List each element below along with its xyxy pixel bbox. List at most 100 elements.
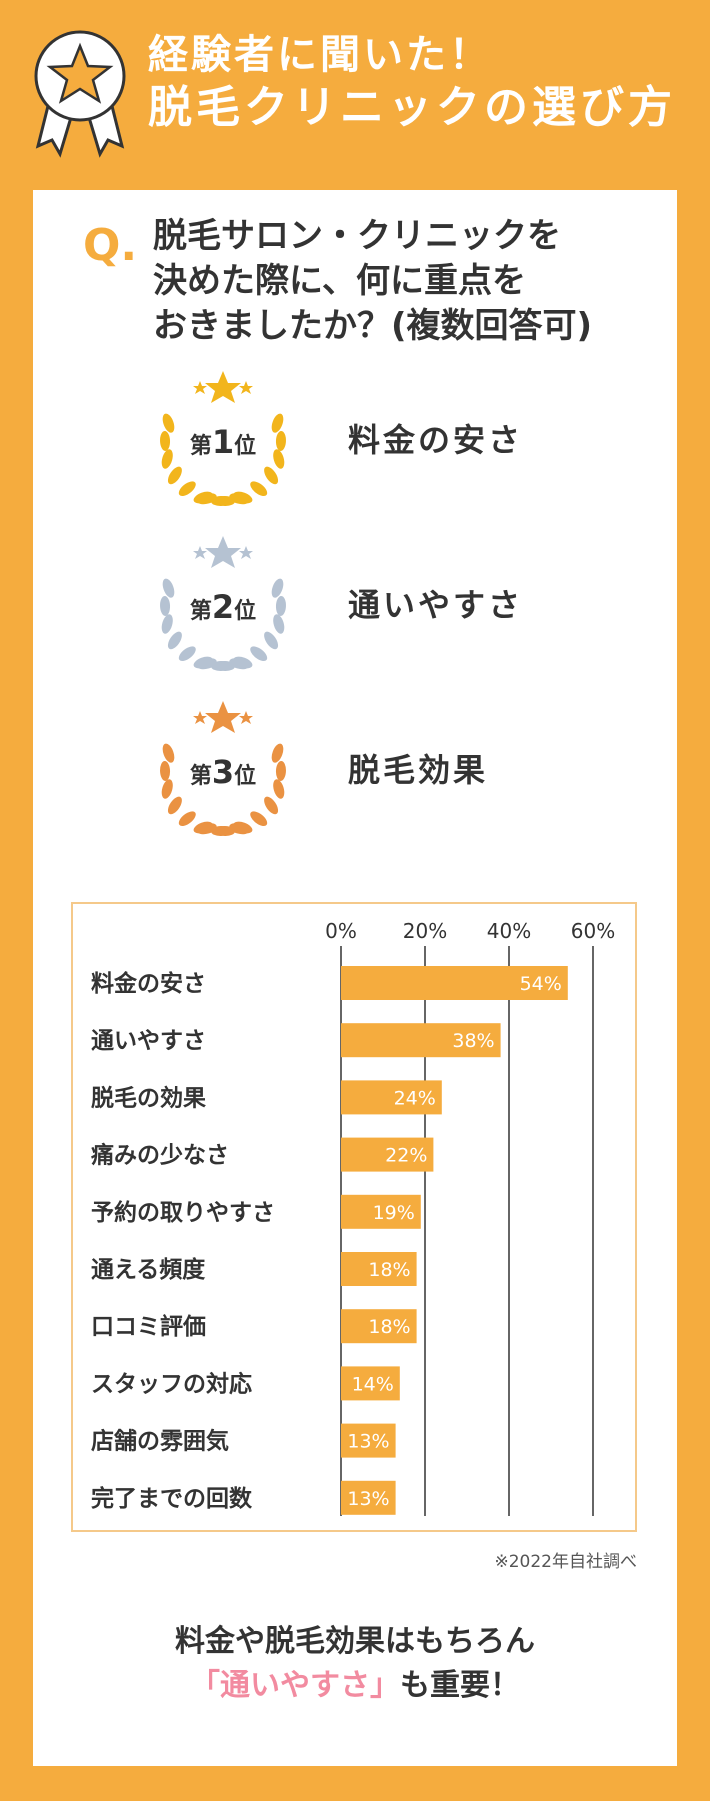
category-label: 通いやすさ (91, 1028, 206, 1054)
star-icon (205, 701, 241, 733)
value-label: 38% (452, 1030, 494, 1052)
bar (341, 1252, 417, 1286)
bar (341, 1423, 396, 1458)
star-icon (239, 546, 253, 559)
header-title-line2: 脱毛クリニックの選び方 (148, 82, 676, 133)
rank-label: 第2位 (148, 588, 298, 626)
value-label: 14% (352, 1373, 394, 1395)
conclusion-rest: も重要！ (400, 1667, 520, 1703)
star-icon (205, 536, 241, 568)
laurel-leaf (167, 796, 182, 815)
conclusion-highlight: 「通いやすさ」 (190, 1667, 400, 1703)
rank-suffix: 位 (234, 599, 257, 624)
rank-number: 1 (211, 423, 235, 461)
rank-suffix: 位 (234, 434, 257, 459)
laurel-leaf (275, 760, 286, 781)
bar-chart: 0% 20% 40% 60% 料金の安さ 54% 通いやすさ 38% 脱毛の効果 24% 痛みの少な… (91, 919, 615, 1516)
x-tick-label: 0% (325, 919, 357, 943)
laurel-leaf (271, 413, 284, 433)
rank-number: 2 (211, 588, 235, 626)
bar (341, 1480, 396, 1515)
x-tick-label: 40% (487, 919, 531, 943)
laurel-leaf (197, 658, 217, 670)
category-label: 店舗の雰囲気 (91, 1428, 229, 1455)
laurel-leaf (250, 481, 268, 497)
laurel-leaf (167, 631, 182, 650)
rank-prefix: 第 (189, 434, 212, 459)
rank-item: 通いやすさ (348, 586, 524, 624)
laurel-leaf (160, 760, 171, 781)
star-icon (205, 371, 241, 403)
header-title-line1: 経験者に聞いた！ (148, 32, 492, 78)
laurel-leaf (160, 430, 171, 451)
star-icon (239, 711, 253, 724)
conclusion: 料金や脱毛効果はもちろん 「通いやすさ」も重要！ (33, 1620, 677, 1707)
laurel-leaf (271, 743, 284, 763)
content-card: Q. 脱毛サロン・クリニックを 決めた際に、何に重点を おきましたか？(複数回答… (33, 190, 677, 1766)
laurel-leaf (233, 656, 253, 669)
bar (341, 1309, 417, 1344)
question-line: 脱毛サロン・クリニックを (153, 216, 561, 256)
conclusion-line2: 「通いやすさ」も重要！ (33, 1664, 677, 1708)
rank-label: 第1位 (148, 423, 298, 461)
rank-3: 第3位 脱毛効果 (148, 695, 648, 845)
laurel-wreath-bronze-icon (160, 701, 286, 836)
bar (341, 1080, 442, 1115)
value-label: 13% (347, 1488, 389, 1510)
laurel-leaf (178, 811, 196, 827)
laurel-leaf (271, 578, 284, 598)
laurel-leaf (250, 646, 268, 662)
laurel-leaf (161, 779, 173, 799)
rank-prefix: 第 (189, 764, 212, 789)
laurel-leaf (264, 466, 279, 485)
laurel-leaf (215, 825, 236, 836)
laurel-wreath-gold-icon (160, 371, 286, 506)
laurel-leaf (264, 631, 279, 650)
laurel-leaf (162, 743, 175, 763)
rank-suffix: 位 (234, 764, 257, 789)
bar (341, 966, 568, 1000)
value-label: 13% (347, 1431, 389, 1453)
value-label: 19% (373, 1202, 415, 1224)
laurel-leaf (167, 466, 182, 485)
laurel-leaf (178, 646, 196, 662)
question-mark: Q. (83, 220, 138, 271)
laurel-leaf (162, 578, 175, 598)
laurel-leaf (178, 481, 196, 497)
star-icon (239, 381, 253, 394)
laurel-leaf (162, 413, 175, 433)
bar (341, 1137, 434, 1172)
rank-prefix: 第 (189, 599, 212, 624)
laurel-leaf (215, 495, 236, 506)
rank-1: 第1位 料金の安さ (148, 365, 648, 515)
laurel-wreath-silver-icon (160, 536, 286, 671)
rank-item: 脱毛効果 (348, 751, 489, 789)
laurel-leaf (250, 811, 268, 827)
category-label: 完了までの回数 (91, 1485, 253, 1512)
laurel-leaf (161, 449, 173, 469)
star-icon (193, 381, 207, 394)
star-icon (193, 711, 207, 724)
laurel-leaf (197, 493, 217, 505)
laurel-leaf (273, 614, 285, 634)
value-label: 24% (394, 1087, 436, 1109)
bar (341, 1194, 421, 1229)
rank-2: 第2位 通いやすさ (148, 530, 648, 680)
laurel-leaf (273, 449, 285, 469)
category-label: 口コミ評価 (91, 1313, 206, 1340)
question-line: 決めた際に、何に重点を (153, 260, 526, 301)
bar-chart-frame: 0% 20% 40% 60% 料金の安さ 54% 通いやすさ 38% 脱毛の効果 24% 痛みの少な… (71, 902, 637, 1532)
laurel-leaf (215, 660, 236, 671)
laurel-leaf (197, 823, 217, 835)
rank-number: 3 (211, 753, 235, 791)
category-label: 料金の安さ (91, 970, 206, 997)
laurel-leaf (160, 595, 171, 616)
value-label: 18% (368, 1259, 410, 1281)
value-label: 22% (385, 1145, 427, 1167)
category-label: 痛みの少なさ (91, 1142, 229, 1169)
header: 経験者に聞いた！ 脱毛クリニックの選び方 (0, 0, 710, 180)
laurel-leaf (275, 430, 286, 451)
header-title: 経験者に聞いた！ 脱毛クリニックの選び方 (148, 30, 676, 135)
laurel-leaf (233, 821, 253, 834)
star-icon (193, 546, 207, 559)
